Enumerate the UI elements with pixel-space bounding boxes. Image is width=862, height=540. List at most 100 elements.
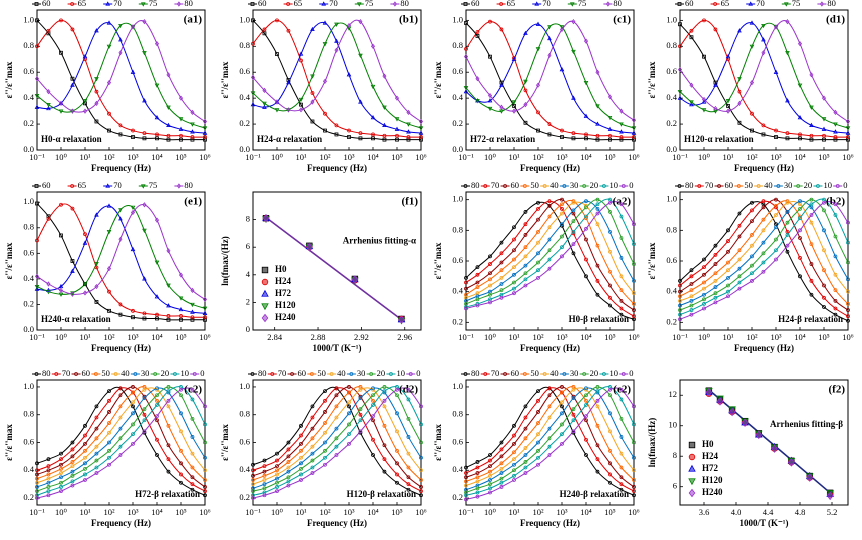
marker	[512, 473, 516, 478]
marker	[46, 464, 51, 469]
marker	[523, 233, 528, 237]
marker	[785, 200, 790, 205]
y-tick-label: 2	[246, 296, 250, 306]
legend-marker	[776, 184, 781, 188]
legend-marker	[463, 2, 468, 6]
x-tick-label: 10⁰	[271, 152, 284, 162]
marker	[512, 291, 516, 296]
y-tick-label: 0.2	[452, 316, 463, 326]
marker	[406, 387, 411, 392]
marker	[833, 312, 838, 317]
legend-label: H120	[275, 300, 296, 310]
x-axis-label: Frequency (Hz)	[734, 343, 794, 353]
marker	[608, 295, 612, 300]
marker	[619, 482, 624, 487]
marker	[547, 199, 552, 204]
marker	[499, 454, 504, 459]
legend-label: 70	[491, 180, 500, 190]
legend-label: 65	[294, 0, 303, 8]
marker	[547, 132, 552, 137]
marker	[275, 480, 279, 485]
y-tick-label: 0.4	[666, 92, 677, 102]
marker	[310, 404, 315, 409]
marker	[398, 315, 405, 324]
marker	[571, 49, 576, 55]
marker	[395, 429, 399, 434]
marker	[286, 465, 291, 470]
legend-label: 70	[113, 180, 122, 190]
marker	[584, 237, 588, 242]
marker	[499, 275, 504, 280]
marker	[347, 432, 351, 437]
marker	[774, 203, 778, 208]
marker	[299, 461, 303, 466]
curve	[252, 386, 422, 488]
marker	[166, 105, 171, 110]
marker	[560, 385, 564, 389]
marker	[632, 262, 636, 266]
marker	[547, 52, 552, 58]
marker	[846, 318, 850, 323]
marker	[323, 448, 327, 453]
y-tick-label: 6	[673, 481, 677, 491]
marker	[155, 136, 159, 141]
marker	[619, 465, 624, 470]
marker	[632, 308, 636, 312]
marker	[809, 220, 814, 225]
marker	[155, 312, 159, 317]
marker	[190, 465, 195, 470]
y-tick-label: 0.4	[452, 92, 463, 102]
plot-frame	[465, 9, 635, 151]
legend-label: H240	[702, 487, 723, 497]
marker	[749, 20, 755, 25]
marker	[619, 397, 624, 402]
marker	[464, 275, 468, 280]
marker	[406, 129, 411, 134]
marker	[83, 466, 87, 471]
x-tick-label: 10⁴	[794, 332, 806, 342]
marker	[310, 99, 315, 105]
marker	[83, 433, 87, 438]
marker	[584, 403, 588, 407]
plot-frame	[465, 191, 635, 331]
marker	[750, 111, 754, 116]
marker	[559, 25, 565, 30]
marker	[58, 292, 64, 297]
marker	[35, 44, 39, 49]
legend-label: 10	[396, 368, 405, 378]
marker	[523, 415, 528, 420]
marker	[382, 389, 387, 394]
y-axis-label: ε''/ε''max	[4, 61, 14, 98]
marker	[499, 466, 504, 471]
marker	[607, 126, 613, 131]
x-tick-label: 10⁰	[271, 507, 284, 517]
marker	[737, 274, 742, 279]
curve	[36, 386, 206, 488]
curve	[679, 201, 849, 302]
marker	[166, 390, 171, 395]
marker	[70, 268, 75, 273]
marker	[595, 202, 600, 207]
marker	[487, 106, 493, 112]
marker	[107, 410, 111, 414]
marker	[523, 277, 528, 282]
marker	[584, 274, 588, 279]
marker	[382, 457, 387, 462]
legend-marker	[463, 372, 468, 376]
x-tick-label: 10⁰	[484, 152, 497, 162]
x-tick-label: 10⁰	[484, 332, 497, 342]
marker	[82, 290, 88, 296]
legend-marker	[261, 278, 269, 286]
marker	[702, 286, 706, 291]
marker	[475, 475, 480, 480]
marker	[59, 475, 63, 480]
marker	[463, 54, 469, 60]
marker	[286, 107, 291, 113]
marker	[761, 23, 766, 29]
marker	[464, 479, 468, 484]
marker	[619, 298, 624, 303]
x-tick-label: 10⁶	[628, 507, 640, 517]
legend-label: 0	[843, 180, 847, 190]
y-tick-label: 0.0	[23, 144, 34, 154]
marker	[406, 487, 411, 492]
